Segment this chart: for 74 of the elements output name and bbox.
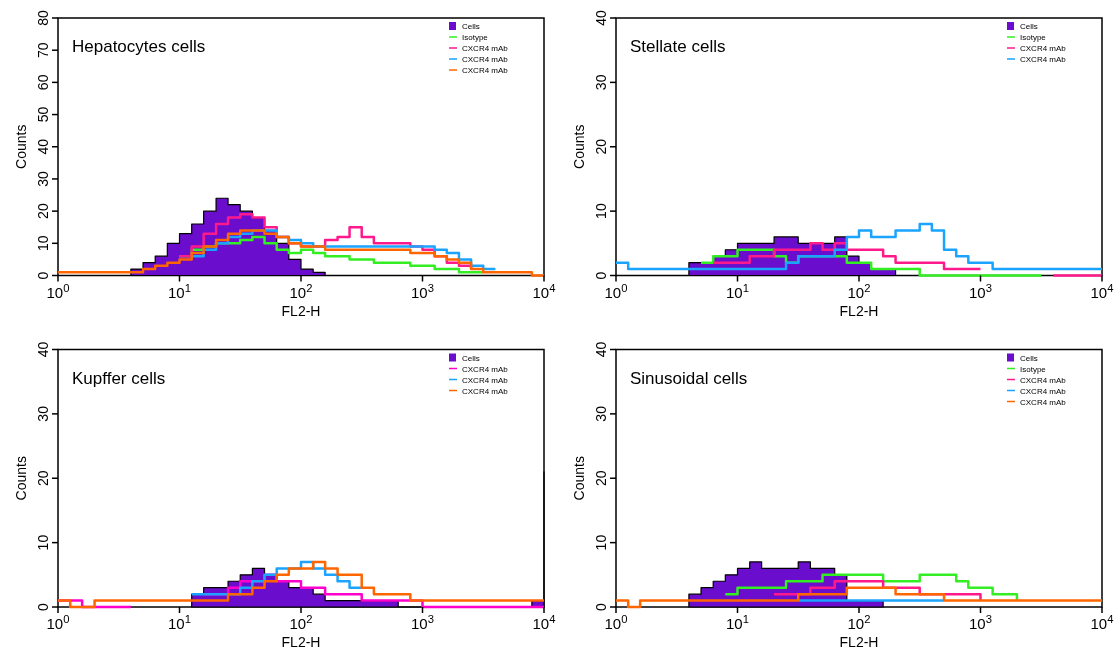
x-tick-label: 10$^{0}$ — [604, 281, 628, 301]
y-tick-label: 20 — [35, 470, 51, 487]
y-tick-label: 0 — [593, 602, 609, 611]
x-tick-label: 10$^{1}$ — [168, 613, 191, 632]
legend-label: CXCR4 mAb — [1020, 375, 1067, 385]
legend-label: Cells — [462, 22, 480, 31]
x-axis-title: FL2-H — [839, 634, 879, 650]
y-tick-label: 70 — [35, 42, 51, 58]
legend-label: CXCR4 mAb — [462, 386, 509, 396]
y-axis-title: Counts — [571, 456, 587, 501]
x-axis-title: FL2-H — [839, 302, 879, 319]
y-axis-title: Counts — [571, 124, 587, 169]
x-tick-label: 10$^{2}$ — [289, 613, 313, 632]
y-tick-label: 50 — [35, 106, 51, 123]
y-tick-label: 10 — [593, 534, 609, 551]
x-tick-label: 10$^{1}$ — [726, 281, 749, 301]
x-tick-label: 10$^{4}$ — [532, 281, 556, 301]
x-tick-label: 10$^{2}$ — [289, 281, 313, 301]
x-tick-label: 10$^{0}$ — [46, 281, 70, 301]
x-tick-label: 10$^{1}$ — [168, 281, 191, 301]
text: Stellate cells — [630, 37, 726, 56]
x-tick-label: 10$^{2}$ — [847, 281, 871, 301]
y-tick-label: 40 — [593, 10, 609, 26]
y-tick-label: 0 — [35, 271, 51, 280]
x-tick-label: 10$^{0}$ — [604, 613, 628, 632]
y-tick-label: 40 — [35, 341, 51, 358]
legend-label: Cells — [462, 353, 480, 363]
x-axis-title: FL2-H — [281, 634, 321, 650]
text: Hepatocytes cells — [72, 37, 206, 56]
x-tick-label: 10$^{0}$ — [46, 613, 70, 632]
y-tick-label: 40 — [593, 341, 609, 358]
y-tick-label: 30 — [35, 405, 51, 422]
legend-label: Isotype — [1020, 33, 1047, 42]
x-tick-label: 10$^{3}$ — [411, 613, 434, 632]
y-tick-label: 30 — [35, 170, 51, 187]
y-tick-label: 10 — [35, 235, 51, 252]
x-tick-label: 10$^{4}$ — [532, 613, 556, 632]
legend-label: CXCR4 mAb — [1020, 386, 1067, 396]
legend-label: CXCR4 mAb — [1020, 397, 1067, 407]
legend-label: CXCR4 mAb — [1020, 55, 1067, 64]
x-tick-label: 10$^{4}$ — [1090, 613, 1114, 632]
y-tick-label: 80 — [35, 10, 51, 26]
y-axis-title: Counts — [13, 124, 29, 169]
y-tick-label: 20 — [593, 470, 609, 487]
legend-label: CXCR4 mAb — [462, 44, 509, 53]
legend-label: Isotype — [462, 33, 489, 42]
x-tick-label: 10$^{1}$ — [726, 613, 749, 632]
y-tick-label: 0 — [35, 602, 51, 611]
legend-label: Cells — [1020, 353, 1038, 363]
text: Kupffer cells — [72, 368, 166, 388]
legend-label: Cells — [1020, 22, 1038, 31]
y-tick-label: 10 — [593, 203, 609, 219]
y-tick-label: 0 — [593, 271, 609, 280]
x-tick-label: 10$^{3}$ — [969, 613, 992, 632]
x-tick-label: 10$^{4}$ — [1090, 281, 1114, 301]
x-tick-label: 10$^{3}$ — [969, 281, 992, 301]
legend-label: Isotype — [1020, 364, 1047, 374]
legend-label: CXCR4 mAb — [462, 364, 509, 374]
x-tick-label: 10$^{2}$ — [847, 613, 871, 632]
y-axis-title: Counts — [13, 456, 29, 501]
x-tick-label: 10$^{3}$ — [411, 281, 434, 301]
legend-label: CXCR4 mAb — [462, 55, 509, 64]
y-tick-label: 20 — [593, 138, 609, 155]
y-tick-label: 20 — [35, 203, 51, 219]
y-tick-label: 10 — [35, 534, 51, 551]
y-tick-label: 40 — [35, 138, 51, 155]
x-axis-title: FL2-H — [281, 302, 321, 319]
y-tick-label: 30 — [593, 405, 609, 422]
legend-label: CXCR4 mAb — [462, 66, 509, 75]
text: Sinusoidal cells — [630, 368, 748, 388]
y-tick-label: 30 — [593, 74, 609, 91]
legend-label: CXCR4 mAb — [1020, 44, 1067, 53]
y-tick-label: 60 — [35, 74, 51, 91]
legend-label: CXCR4 mAb — [462, 375, 509, 385]
